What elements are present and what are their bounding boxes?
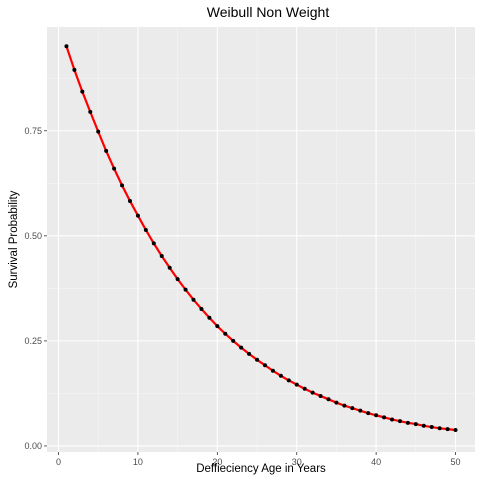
data-point [231,338,236,343]
data-point [413,422,418,427]
data-point [135,213,140,218]
y-tick-label: 0.00 [24,441,42,451]
data-point [143,227,148,232]
data-point [286,378,291,383]
x-tick-label: 40 [371,457,381,467]
data-point [405,420,410,425]
data-point [247,351,252,356]
data-point [366,411,371,416]
plot-panel [47,27,475,452]
data-point [72,67,77,72]
data-point [294,382,299,387]
data-point [326,397,331,402]
data-point [350,406,355,411]
data-point [239,345,244,350]
data-point [437,426,442,431]
data-point [64,44,69,49]
data-point [421,423,426,428]
data-point [127,198,132,203]
data-point [262,363,267,368]
data-point [429,425,434,430]
x-tick-label: 20 [212,457,222,467]
data-point [80,89,85,94]
data-point [159,253,164,258]
data-point [374,413,379,418]
data-point [278,373,283,378]
data-point [270,368,275,373]
data-point [96,129,101,134]
data-point [183,287,188,292]
data-point [255,357,260,362]
x-tick-label: 0 [56,457,61,467]
data-point [390,417,395,422]
data-point [334,400,339,405]
x-tick-label: 50 [451,457,461,467]
y-axis-label: Survival Probability [8,190,20,288]
data-point [199,306,204,311]
data-point [207,315,212,320]
series-group [64,44,458,432]
data-point [112,166,117,171]
data-point [104,148,109,153]
y-tick-label: 0.75 [24,126,42,136]
data-point [310,390,315,395]
data-point [358,408,363,413]
y-tick-label: 0.25 [24,336,42,346]
chart-title: Weibull Non Weight [207,4,330,20]
y-tick-label: 0.50 [24,231,42,241]
data-point [382,415,387,420]
data-point [151,241,156,246]
data-point [223,331,228,336]
data-point [397,419,402,424]
grid [47,27,475,452]
x-tick-label: 10 [133,457,143,467]
y-axis: 0.00 0.25 0.50 0.75 [24,126,47,451]
x-tick-label: 30 [292,457,302,467]
data-point [445,427,450,432]
data-point [302,386,307,391]
data-point [120,183,125,188]
data-point [167,265,172,270]
data-point [215,324,220,329]
data-point [175,277,180,282]
data-point [88,109,93,114]
data-point [318,393,323,398]
data-point [453,427,458,432]
x-axis-label: Deffieciency Age in Years [196,463,326,475]
data-point [342,403,347,408]
data-point [191,297,196,302]
x-axis: 0 10 20 30 40 50 [56,452,461,467]
